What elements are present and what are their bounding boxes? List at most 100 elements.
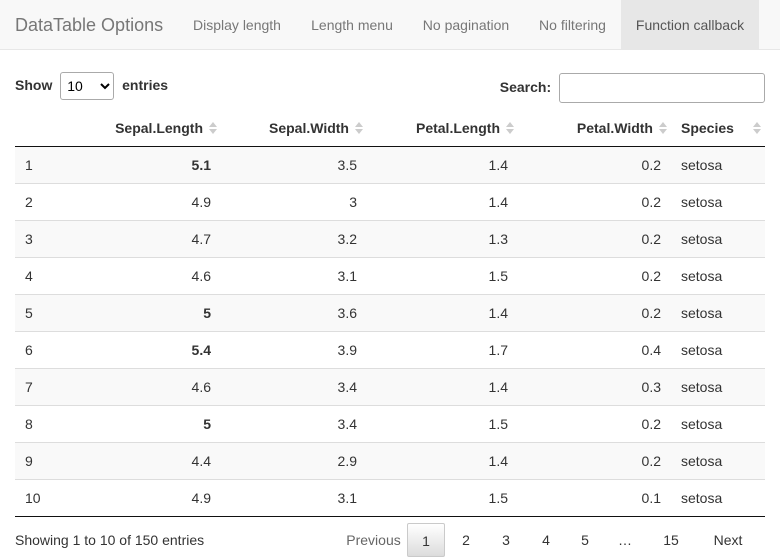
page-button-15[interactable]: 15 [663, 532, 679, 548]
cell-sepal-width: 2.9 [221, 441, 367, 479]
col-header-label: Sepal.Width [269, 119, 349, 136]
table-row[interactable]: 3 4.7 3.2 1.3 0.2 setosa [15, 219, 765, 257]
col-header-species[interactable]: Species [671, 110, 765, 147]
cell-petal-length: 1.7 [367, 330, 518, 368]
cell-species: setosa [671, 293, 765, 331]
cell-petal-length: 1.5 [367, 256, 518, 294]
cell-species: setosa [671, 367, 765, 405]
previous-button[interactable]: Previous [346, 532, 401, 548]
cell-sepal-length: 4.4 [85, 441, 221, 479]
show-label: Show [15, 77, 53, 93]
table-row[interactable]: 2 4.9 3 1.4 0.2 setosa [15, 182, 765, 220]
length-control: Show 10 entries [15, 71, 168, 101]
cell-petal-width: 0.2 [518, 146, 671, 183]
sort-icon [355, 120, 363, 136]
cell-petal-length: 1.4 [367, 146, 518, 183]
cell-sepal-length: 4.6 [85, 256, 221, 294]
cell-petal-length: 1.4 [367, 182, 518, 220]
cell-rowid: 3 [15, 219, 85, 257]
search-label: Search: [499, 79, 552, 95]
cell-species: setosa [671, 182, 765, 220]
table-row[interactable]: 6 5.4 3.9 1.7 0.4 setosa [15, 330, 765, 368]
cell-rowid: 1 [15, 146, 85, 183]
cell-sepal-length: 4.7 [85, 219, 221, 257]
cell-petal-length: 1.3 [367, 219, 518, 257]
table-row[interactable]: 7 4.6 3.4 1.4 0.3 setosa [15, 367, 765, 405]
table-info: Showing 1 to 10 of 150 entries [15, 532, 205, 548]
page-button-5[interactable]: 5 [581, 532, 589, 548]
cell-rowid: 8 [15, 404, 85, 442]
pagination: Previous 1 2 3 4 5 … 15 Next [335, 523, 765, 559]
cell-petal-width: 0.2 [518, 219, 671, 257]
cell-petal-width: 0.1 [518, 478, 671, 517]
cell-species: setosa [671, 219, 765, 257]
cell-petal-length: 1.4 [367, 293, 518, 331]
page-button-4[interactable]: 4 [542, 532, 550, 548]
page-ellipsis: … [618, 532, 632, 548]
table-row[interactable]: 8 5 3.4 1.5 0.2 setosa [15, 404, 765, 442]
nav-item-function-callback[interactable]: Function callback [621, 0, 759, 50]
navbar: DataTable Options Display length Length … [0, 0, 780, 50]
cell-petal-width: 0.2 [518, 182, 671, 220]
cell-rowid: 4 [15, 256, 85, 294]
cell-petal-width: 0.2 [518, 441, 671, 479]
table-row[interactable]: 10 4.9 3.1 1.5 0.1 setosa [15, 478, 765, 517]
data-table: Sepal.Length Sepal.Width Petal.Length Pe… [15, 110, 765, 517]
cell-rowid: 5 [15, 293, 85, 331]
table-row[interactable]: 5 5 3.6 1.4 0.2 setosa [15, 293, 765, 331]
cell-petal-width: 0.2 [518, 256, 671, 294]
page-button-1[interactable]: 1 [407, 523, 445, 557]
cell-sepal-length: 5.1 [85, 146, 221, 183]
cell-petal-length: 1.4 [367, 367, 518, 405]
col-header-petal-width[interactable]: Petal.Width [518, 110, 671, 147]
cell-sepal-width: 3 [221, 182, 367, 220]
cell-sepal-length: 4.6 [85, 367, 221, 405]
col-header-rowid[interactable] [15, 110, 85, 147]
cell-sepal-width: 3.9 [221, 330, 367, 368]
length-select[interactable]: 10 [60, 72, 115, 101]
cell-petal-length: 1.5 [367, 404, 518, 442]
table-row[interactable]: 1 5.1 3.5 1.4 0.2 setosa [15, 146, 765, 183]
cell-petal-width: 0.2 [518, 404, 671, 442]
col-header-label: Species [681, 119, 734, 136]
cell-sepal-width: 3.4 [221, 404, 367, 442]
cell-rowid: 6 [15, 330, 85, 368]
next-button[interactable]: Next [713, 532, 743, 548]
search-input[interactable] [559, 73, 765, 104]
cell-petal-width: 0.2 [518, 293, 671, 331]
table-row[interactable]: 9 4.4 2.9 1.4 0.2 setosa [15, 441, 765, 479]
cell-sepal-length: 5 [85, 293, 221, 331]
cell-species: setosa [671, 256, 765, 294]
cell-sepal-length: 4.9 [85, 478, 221, 517]
table-header-row: Sepal.Length Sepal.Width Petal.Length Pe… [15, 110, 765, 147]
cell-species: setosa [671, 146, 765, 183]
cell-sepal-width: 3.4 [221, 367, 367, 405]
col-header-petal-length[interactable]: Petal.Length [367, 110, 518, 147]
nav-item-length-menu[interactable]: Length menu [311, 17, 393, 33]
page-button-3[interactable]: 3 [502, 532, 510, 548]
cell-species: setosa [671, 478, 765, 517]
page-button-2[interactable]: 2 [462, 532, 470, 548]
sort-icon [753, 120, 761, 136]
cell-rowid: 2 [15, 182, 85, 220]
col-header-sepal-length[interactable]: Sepal.Length [85, 110, 221, 147]
col-header-label: Petal.Length [415, 119, 500, 136]
cell-rowid: 9 [15, 441, 85, 479]
cell-sepal-width: 3.1 [221, 256, 367, 294]
cell-rowid: 7 [15, 367, 85, 405]
cell-species: setosa [671, 404, 765, 442]
cell-petal-width: 0.3 [518, 367, 671, 405]
cell-petal-length: 1.5 [367, 478, 518, 517]
nav-item-no-pagination[interactable]: No pagination [422, 17, 510, 33]
col-header-sepal-width[interactable]: Sepal.Width [221, 110, 367, 147]
table-row[interactable]: 4 4.6 3.1 1.5 0.2 setosa [15, 256, 765, 294]
cell-sepal-length: 5.4 [85, 330, 221, 368]
col-header-label: Petal.Width [576, 119, 653, 136]
nav-item-display-length[interactable]: Display length [193, 17, 281, 33]
cell-sepal-length: 4.9 [85, 182, 221, 220]
cell-sepal-width: 3.2 [221, 219, 367, 257]
nav-item-no-filtering[interactable]: No filtering [539, 17, 606, 33]
search-control: Search: [499, 71, 765, 104]
navbar-brand[interactable]: DataTable Options [15, 15, 164, 35]
cell-petal-width: 0.4 [518, 330, 671, 368]
